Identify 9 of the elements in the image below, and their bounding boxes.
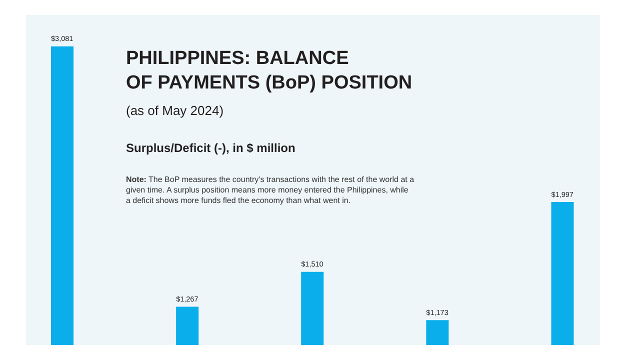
data-label: $1,173 <box>426 308 448 318</box>
annotation: Note: The BoP measures the country's transactions with the rest of the world at a given time. A surplus position means more money entered the Philippines, while a deficit shows more funds fled the economy than what went in. <box>126 175 415 205</box>
data-label: $1,510 <box>301 260 324 269</box>
data-label: $3,081 <box>51 34 74 44</box>
data-label: $1,267 <box>176 294 198 304</box>
text: (as of May 2024) <box>126 103 224 118</box>
y-axis-title: Surplus/Deficit (-), in $ million <box>126 141 296 155</box>
data-label: $1,997 <box>551 190 574 199</box>
text: PHILIPPINES: BALANCE OF PAYMENTS (BoP) POSITION <box>126 48 412 94</box>
